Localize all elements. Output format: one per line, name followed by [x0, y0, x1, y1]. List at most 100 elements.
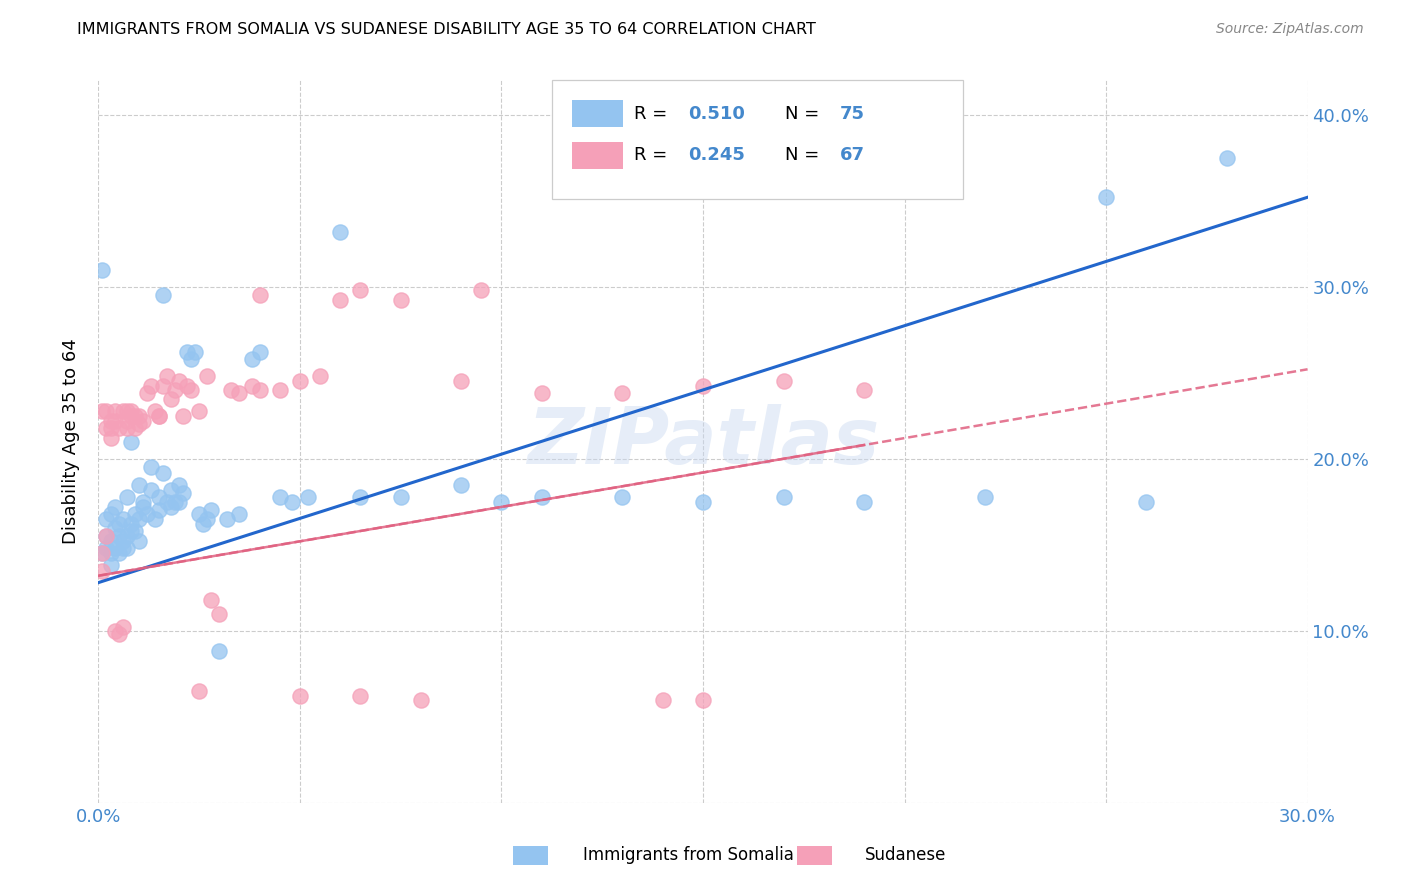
Point [148, 490, 170, 504]
Point [651, 692, 673, 706]
Bar [572, 142, 623, 169]
Point [100, 558, 122, 573]
Bar [572, 100, 623, 128]
Point [156, 369, 179, 384]
Point [115, 541, 138, 556]
Point [152, 466, 174, 480]
Point [120, 524, 142, 538]
Point [103, 500, 125, 514]
Text: R =: R = [634, 104, 673, 122]
Point [491, 494, 513, 508]
Text: Source: ZipAtlas.com: Source: ZipAtlas.com [1216, 22, 1364, 37]
Point [103, 520, 125, 534]
Text: 67: 67 [839, 146, 865, 164]
Point [91, 564, 114, 578]
Point [143, 512, 166, 526]
Point [1216, 151, 1239, 165]
Point [853, 494, 876, 508]
Point [124, 421, 146, 435]
Text: N =: N = [785, 146, 825, 164]
Point [96, 529, 118, 543]
Point [530, 386, 553, 401]
Point [120, 434, 142, 449]
Point [176, 345, 198, 359]
Point [107, 546, 129, 560]
Point [107, 627, 129, 641]
Point [115, 421, 138, 435]
Point [217, 512, 239, 526]
Point [612, 490, 634, 504]
Point [124, 409, 146, 423]
FancyBboxPatch shape [551, 80, 963, 200]
Point [329, 225, 352, 239]
Point [450, 477, 472, 491]
Point [107, 517, 129, 532]
Point [124, 524, 146, 538]
Point [200, 592, 222, 607]
Point [96, 421, 118, 435]
Point [470, 283, 492, 297]
Y-axis label: Disability Age 35 to 64: Disability Age 35 to 64 [62, 339, 80, 544]
Point [152, 288, 174, 302]
Point [152, 379, 174, 393]
Point [111, 512, 134, 526]
Point [288, 689, 311, 703]
Point [100, 507, 122, 521]
Point [111, 620, 134, 634]
Text: Sudanese: Sudanese [865, 846, 946, 863]
Point [115, 529, 138, 543]
Point [132, 494, 155, 508]
Point [450, 375, 472, 389]
Text: Immigrants from Somalia: Immigrants from Somalia [583, 846, 794, 863]
Point [107, 421, 129, 435]
Point [160, 500, 183, 514]
Point [228, 507, 250, 521]
Point [128, 512, 150, 526]
Point [100, 431, 122, 445]
Point [249, 345, 271, 359]
Point [240, 379, 263, 393]
Point [167, 494, 190, 508]
Point [132, 500, 155, 514]
Point [692, 692, 714, 706]
Point [120, 403, 142, 417]
Point [208, 607, 231, 621]
Point [297, 490, 319, 504]
Point [128, 417, 150, 432]
Point [139, 460, 162, 475]
Point [160, 392, 183, 406]
Point [100, 534, 122, 549]
Text: IMMIGRANTS FROM SOMALIA VS SUDANESE DISABILITY AGE 35 TO 64 CORRELATION CHART: IMMIGRANTS FROM SOMALIA VS SUDANESE DISA… [77, 22, 817, 37]
Point [228, 386, 250, 401]
Point [96, 541, 118, 556]
Text: 0.510: 0.510 [689, 104, 745, 122]
Point [115, 490, 138, 504]
Point [167, 477, 190, 491]
Point [128, 477, 150, 491]
Point [91, 262, 114, 277]
Point [96, 403, 118, 417]
Point [100, 421, 122, 435]
Point [692, 379, 714, 393]
Point [115, 414, 138, 428]
Point [103, 414, 125, 428]
Point [148, 409, 170, 423]
Point [349, 283, 371, 297]
Point [107, 529, 129, 543]
Point [156, 494, 179, 508]
Point [172, 409, 194, 423]
Point [100, 414, 122, 428]
Point [349, 490, 371, 504]
Point [139, 379, 162, 393]
Point [163, 494, 186, 508]
Point [530, 490, 553, 504]
Point [115, 403, 138, 417]
Point [692, 494, 714, 508]
Point [309, 369, 332, 384]
Point [188, 403, 211, 417]
Point [120, 409, 142, 423]
Point [208, 644, 231, 658]
Point [111, 403, 134, 417]
Text: 75: 75 [839, 104, 865, 122]
Point [389, 293, 412, 308]
